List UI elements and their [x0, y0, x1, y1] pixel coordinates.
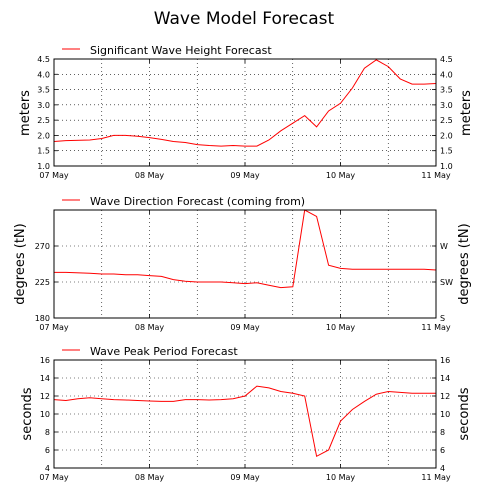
y-axis-label-left: meters — [18, 90, 33, 136]
y-tick-label-right: 4 — [440, 464, 445, 473]
y-tick-label-right: 12 — [440, 392, 450, 401]
x-tick-label: 11 May — [421, 171, 451, 180]
plot-frame — [53, 58, 437, 167]
legend-label: Wave Peak Period Forecast — [90, 345, 238, 358]
y-tick-label-left: 6 — [45, 446, 50, 455]
plot-frame — [53, 359, 437, 469]
y-tick-label-left: 2.0 — [37, 131, 50, 140]
x-tick-label: 09 May — [230, 323, 260, 332]
series-line — [53, 385, 436, 458]
y-tick-label-right: 2.0 — [440, 131, 453, 140]
y-tick-label-right: 16 — [440, 356, 450, 365]
y-tick-label-left: 1.0 — [37, 162, 50, 171]
x-tick-label: 10 May — [326, 323, 356, 332]
y-axis-label-right: seconds — [457, 387, 472, 440]
figure-title: Wave Model Forecast — [154, 9, 335, 29]
plot-frame — [53, 209, 437, 319]
x-tick-label: 11 May — [421, 473, 451, 482]
y-tick-label-left: 10 — [40, 410, 50, 419]
y-tick-label-right: 3.0 — [440, 101, 453, 110]
y-tick-label-right: SW — [440, 278, 453, 287]
x-tick-label: 07 May — [39, 473, 69, 482]
x-tick-label: 09 May — [230, 473, 260, 482]
x-tick-label: 10 May — [326, 473, 356, 482]
x-tick-label: 09 May — [230, 171, 260, 180]
y-tick-label-right: W — [440, 242, 448, 251]
y-tick-label-left: 8 — [45, 428, 50, 437]
y-axis-label-right: meters — [459, 90, 474, 136]
x-tick-label: 11 May — [421, 323, 451, 332]
y-tick-label-left: 180 — [35, 314, 50, 323]
y-tick-label-right: 1.5 — [440, 147, 453, 156]
y-tick-label-left: 270 — [35, 242, 50, 251]
y-tick-label-left: 12 — [40, 392, 50, 401]
legend-label: Wave Direction Forecast (coming from) — [90, 195, 305, 208]
y-tick-label-right: 3.5 — [440, 86, 453, 95]
y-tick-label-right: 2.5 — [440, 116, 453, 125]
y-tick-label-right: 4.5 — [440, 55, 453, 64]
y-axis-label-left: seconds — [20, 387, 35, 440]
y-tick-label-left: 1.5 — [37, 147, 50, 156]
wave-height-panel: Significant Wave Height Forecast meters … — [18, 44, 474, 180]
y-tick-label-left: 225 — [35, 278, 50, 287]
y-tick-label-right: 4.0 — [440, 70, 453, 79]
x-tick-label: 08 May — [135, 323, 165, 332]
x-tick-label: 10 May — [326, 171, 356, 180]
y-axis-label-right: degrees (tN) — [457, 223, 472, 304]
y-axis-label-left: degrees (tN) — [13, 223, 28, 304]
y-tick-label-right: 8 — [440, 428, 445, 437]
y-tick-label-left: 3.0 — [37, 101, 50, 110]
y-tick-label-left: 16 — [40, 356, 50, 365]
y-tick-label-right: S — [440, 314, 445, 323]
x-tick-label: 08 May — [135, 473, 165, 482]
x-tick-label: 07 May — [39, 171, 69, 180]
series-line — [54, 209, 437, 289]
y-tick-label-left: 2.5 — [37, 116, 50, 125]
x-tick-label: 07 May — [39, 323, 69, 332]
x-tick-label: 08 May — [135, 171, 165, 180]
legend-label: Significant Wave Height Forecast — [90, 44, 272, 57]
wave-period-panel: Wave Peak Period Forecast seconds second… — [20, 345, 472, 482]
y-tick-label-right: 14 — [440, 374, 450, 383]
y-tick-label-left: 4.5 — [37, 55, 50, 64]
y-tick-label-right: 10 — [440, 410, 450, 419]
y-tick-label-left: 4.0 — [37, 70, 50, 79]
series-line — [53, 59, 437, 147]
y-tick-label-left: 4 — [45, 464, 50, 473]
y-tick-label-right: 1.0 — [440, 162, 453, 171]
y-tick-label-right: 6 — [440, 446, 445, 455]
wave-direction-panel: Wave Direction Forecast (coming from) de… — [13, 195, 472, 332]
y-tick-label-left: 3.5 — [37, 86, 50, 95]
y-tick-label-left: 14 — [40, 374, 50, 383]
